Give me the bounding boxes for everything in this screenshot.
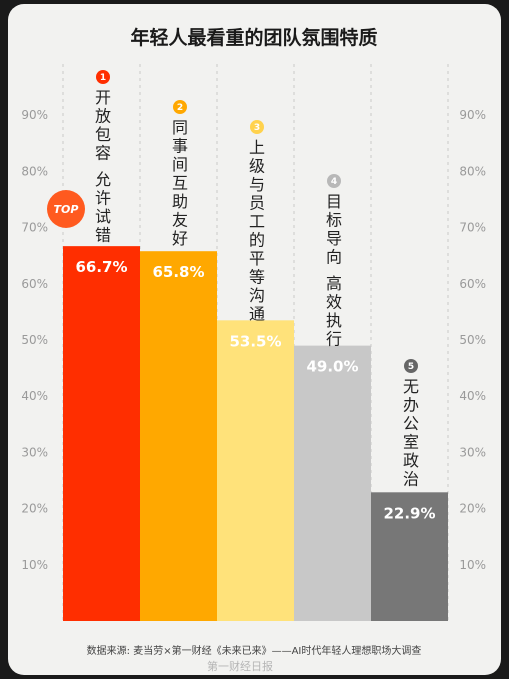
- bars: 66.7% 65.8% 53.5% 49.0% 22.9%: [63, 246, 448, 622]
- value-label: 22.9%: [383, 504, 435, 522]
- value-label: 49.0%: [306, 358, 358, 376]
- rank-badge: [173, 100, 187, 114]
- rank-number: 1: [100, 73, 106, 83]
- y-tick-label-right: 20%: [459, 502, 486, 516]
- bar: [63, 246, 140, 621]
- value-label: 66.7%: [75, 258, 127, 276]
- y-tick-label-left: 90%: [21, 108, 48, 122]
- y-tick-label-right: 50%: [459, 333, 486, 347]
- chart-card: 年轻人最看重的团队氛围特质 10% 20% 30% 40% 50% 60% 70% 80% 90…: [8, 4, 501, 675]
- rank-badge: [327, 174, 341, 188]
- rank-number: 3: [254, 123, 260, 133]
- y-tick-label-right: 90%: [459, 108, 486, 122]
- chart-title: 年轻人最看重的团队氛围特质: [130, 26, 377, 49]
- bar: [217, 320, 294, 621]
- y-tick-label-right: 70%: [459, 221, 486, 235]
- y-tick-label-right: 30%: [459, 445, 486, 459]
- y-tick-label-left: 80%: [21, 164, 48, 178]
- category-label: 上级与员工的平等沟通: [249, 138, 265, 324]
- bar: [140, 251, 217, 622]
- y-tick-label-right: 60%: [459, 277, 486, 291]
- bar-chart: 年轻人最看重的团队氛围特质 10% 20% 30% 40% 50% 60% 70% 80% 90…: [21, 26, 486, 673]
- category-label: 开放包容: [95, 88, 111, 163]
- y-tick-label-left: 40%: [21, 389, 48, 403]
- rank-badge: [404, 359, 418, 373]
- y-tick-label-right: 80%: [459, 164, 486, 178]
- category-label: 允许试错: [95, 170, 111, 245]
- rank-number: 5: [408, 362, 414, 372]
- y-axis-left: 10% 20% 30% 40% 50% 60% 70% 80% 90%: [21, 108, 48, 572]
- rank-number: 2: [177, 103, 183, 113]
- category-label: 无办公室政治: [403, 377, 419, 489]
- y-tick-label-right: 10%: [459, 558, 486, 572]
- value-label: 65.8%: [152, 263, 204, 281]
- top-badge-circle: [47, 190, 85, 228]
- value-label: 53.5%: [229, 332, 281, 350]
- top-badge: TOP: [47, 190, 85, 228]
- y-tick-label-left: 60%: [21, 277, 48, 291]
- bar: [294, 345, 371, 621]
- rank-badge: [250, 120, 264, 134]
- top-badge-label: TOP: [54, 203, 79, 216]
- category-label: 同事间互助友好: [172, 118, 188, 248]
- y-tick-label-right: 40%: [459, 389, 486, 403]
- y-axis-right: 10% 20% 30% 40% 50% 60% 70% 80% 90%: [459, 108, 486, 572]
- bar: [371, 492, 448, 621]
- category-label: 目标导向: [326, 192, 342, 267]
- y-tick-label-left: 20%: [21, 502, 48, 516]
- y-tick-label-left: 70%: [21, 221, 48, 235]
- rank-number: 4: [331, 177, 337, 187]
- y-tick-label-left: 30%: [21, 445, 48, 459]
- source-note: 数据来源: 麦当劳×第一财经《未来已来》——AI时代年轻人理想职场大调查: [87, 644, 422, 657]
- rank-badge: [96, 70, 110, 84]
- y-tick-label-left: 10%: [21, 558, 48, 572]
- watermark: 第一财经日报: [207, 659, 273, 673]
- y-tick-label-left: 50%: [21, 333, 48, 347]
- category-label: 高效执行: [326, 274, 342, 349]
